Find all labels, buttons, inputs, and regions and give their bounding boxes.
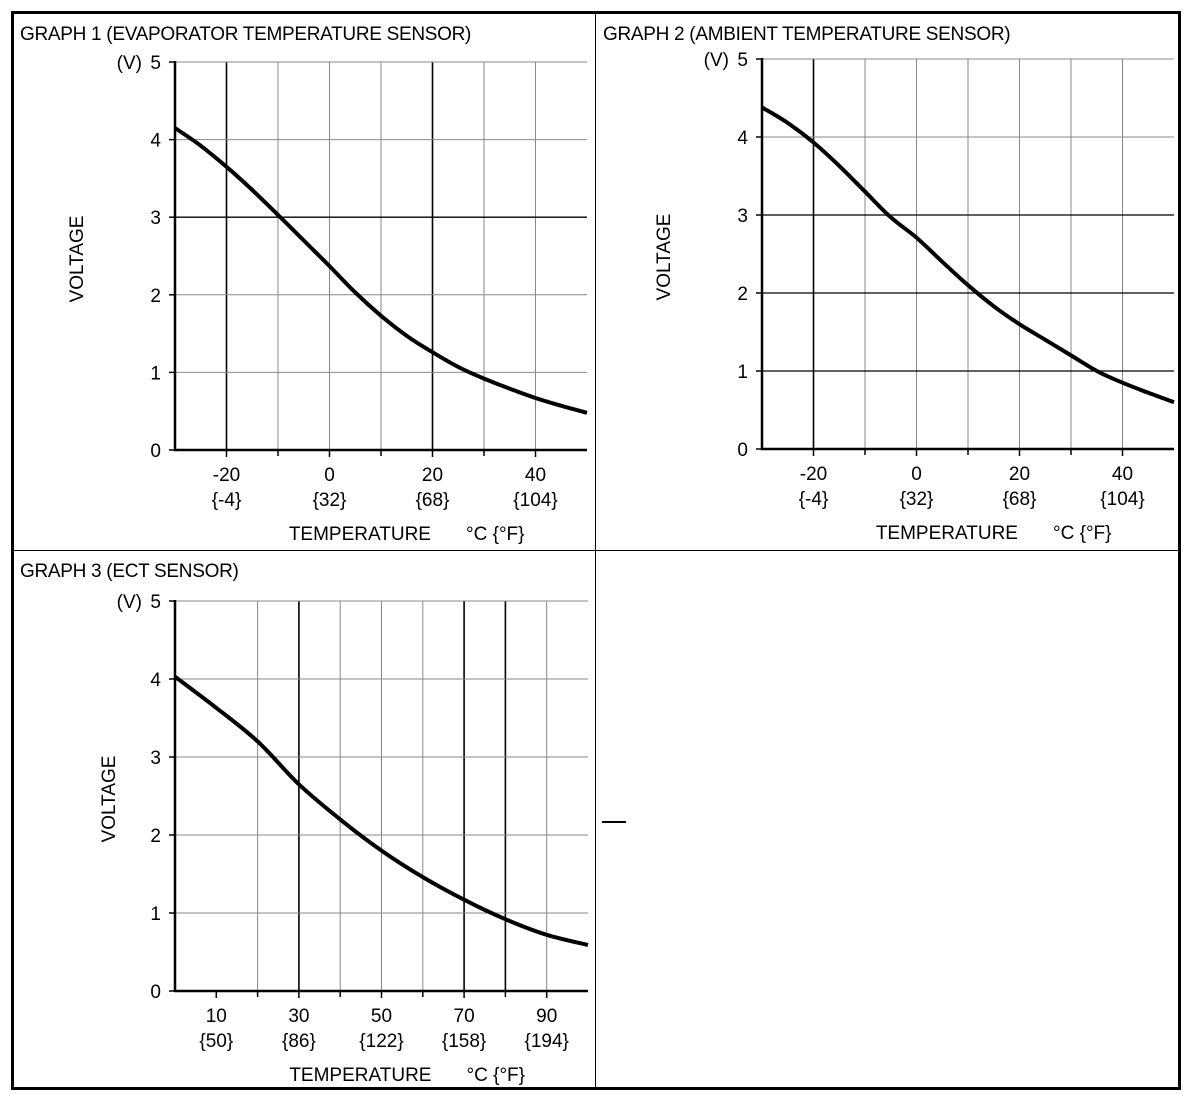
x-axis-unit: °C {°F}: [466, 524, 525, 545]
x-axis-unit: °C {°F}: [1053, 523, 1112, 544]
y-tick-label: 2: [150, 286, 161, 307]
x-tick-label-fahrenheit: {86}: [282, 1031, 316, 1052]
y-axis-title: VOLTAGE: [99, 756, 120, 843]
y-tick-label: 2: [150, 826, 161, 847]
series-line: [173, 675, 589, 947]
y-tick-label: 4: [150, 670, 161, 691]
x-tick-label-fahrenheit: {194}: [524, 1031, 568, 1052]
y-unit-label: (V): [704, 50, 729, 71]
y-tick-label: 1: [150, 904, 161, 925]
graph-3-title: GRAPH 3 (ECT SENSOR): [20, 561, 239, 582]
y-tick-label: 5: [737, 50, 748, 71]
x-axis-title: TEMPERATURE: [289, 524, 431, 545]
x-tick-label-fahrenheit: {32}: [900, 489, 934, 510]
x-tick-label-celsius: 40: [1112, 464, 1133, 485]
panel-divider-horizontal: [14, 550, 1178, 551]
y-axis-title: VOLTAGE: [654, 214, 675, 301]
y-tick-label: 0: [737, 440, 748, 461]
x-tick-label-fahrenheit: {32}: [313, 490, 347, 511]
dash-mark: [602, 821, 626, 823]
y-tick-label: 5: [150, 53, 161, 74]
graph-1-title: GRAPH 1 (EVAPORATOR TEMPERATURE SENSOR): [20, 24, 472, 45]
x-tick-label-fahrenheit: {-4}: [799, 489, 829, 510]
x-tick-label-fahrenheit: {68}: [416, 490, 450, 511]
y-tick-label: 1: [737, 362, 748, 383]
y-tick-label: 3: [150, 208, 161, 229]
x-tick-label-celsius: 0: [324, 465, 335, 486]
x-axis-title: TEMPERATURE: [289, 1065, 431, 1086]
x-tick-label-celsius: 0: [911, 464, 922, 485]
y-tick-label: 3: [150, 748, 161, 769]
series-line: [173, 126, 588, 415]
x-tick-label-fahrenheit: {-4}: [212, 490, 242, 511]
y-tick-label: 3: [737, 206, 748, 227]
x-tick-label-fahrenheit: {122}: [359, 1031, 403, 1052]
outer-frame: [11, 11, 1181, 1090]
x-tick-label-celsius: 40: [525, 465, 546, 486]
x-tick-label-celsius: -20: [800, 464, 827, 485]
x-tick-label-celsius: 30: [288, 1006, 309, 1027]
x-axis-unit: °C {°F}: [467, 1065, 526, 1086]
series-line: [760, 105, 1175, 405]
x-tick-label-fahrenheit: {104}: [513, 490, 557, 511]
x-tick-label-fahrenheit: {50}: [199, 1031, 233, 1052]
y-tick-label: 2: [737, 284, 748, 305]
x-tick-label-fahrenheit: {104}: [1100, 489, 1144, 510]
x-tick-label-celsius: 20: [1009, 464, 1030, 485]
x-tick-label-celsius: 90: [536, 1006, 557, 1027]
y-tick-label: 4: [150, 131, 161, 152]
y-axis-title: VOLTAGE: [67, 216, 88, 303]
x-tick-label-celsius: 50: [371, 1006, 392, 1027]
x-tick-label-celsius: 20: [422, 465, 443, 486]
y-unit-label: (V): [117, 592, 142, 613]
x-axis-title: TEMPERATURE: [876, 523, 1018, 544]
y-tick-label: 0: [150, 441, 161, 462]
x-tick-label-celsius: -20: [213, 465, 240, 486]
x-tick-label-celsius: 10: [206, 1006, 227, 1027]
y-tick-label: 5: [150, 592, 161, 613]
y-tick-label: 0: [150, 982, 161, 1003]
graph-2-title: GRAPH 2 (AMBIENT TEMPERATURE SENSOR): [603, 24, 1011, 45]
x-tick-label-celsius: 70: [454, 1006, 475, 1027]
y-unit-label: (V): [117, 53, 142, 74]
x-tick-label-fahrenheit: {68}: [1003, 489, 1037, 510]
y-tick-label: 4: [737, 128, 748, 149]
x-tick-label-fahrenheit: {158}: [442, 1031, 486, 1052]
y-tick-label: 1: [150, 363, 161, 384]
